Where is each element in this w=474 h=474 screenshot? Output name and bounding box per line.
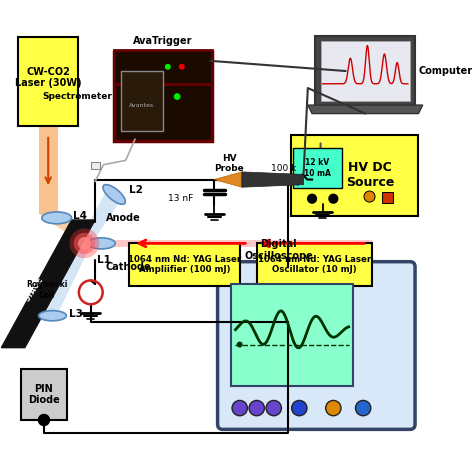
FancyBboxPatch shape xyxy=(320,41,410,101)
Bar xyxy=(293,147,342,188)
Text: 13 nF: 13 nF xyxy=(168,194,193,203)
Text: Cathode: Cathode xyxy=(106,262,151,272)
Text: L1: L1 xyxy=(97,255,110,265)
Circle shape xyxy=(292,401,307,416)
Ellipse shape xyxy=(74,233,95,254)
Circle shape xyxy=(266,401,282,416)
FancyBboxPatch shape xyxy=(120,71,163,131)
Polygon shape xyxy=(46,247,90,311)
Circle shape xyxy=(179,64,185,70)
Text: HV DC
Source: HV DC Source xyxy=(346,161,394,189)
Text: Anode: Anode xyxy=(106,213,140,223)
Text: L4: L4 xyxy=(73,211,87,221)
Circle shape xyxy=(326,401,341,416)
Text: L2: L2 xyxy=(128,185,142,195)
Bar xyxy=(383,192,393,203)
Text: HV
Probe: HV Probe xyxy=(214,154,244,173)
Bar xyxy=(129,243,240,286)
Text: 1064 nm Nd: YAG Laser
Ampliifier (100 mJ): 1064 nm Nd: YAG Laser Ampliifier (100 mJ… xyxy=(128,255,241,274)
Polygon shape xyxy=(80,188,120,247)
Bar xyxy=(20,369,67,420)
Text: 1064 nm Nd: YAG Laser
Oscillator (10 mJ): 1064 nm Nd: YAG Laser Oscillator (10 mJ) xyxy=(257,255,371,274)
Text: CW-CO2
Laser (30W): CW-CO2 Laser (30W) xyxy=(15,67,82,88)
FancyBboxPatch shape xyxy=(315,36,416,106)
Bar xyxy=(91,162,100,169)
Circle shape xyxy=(307,193,317,204)
Polygon shape xyxy=(242,172,303,187)
Circle shape xyxy=(174,93,181,100)
Circle shape xyxy=(165,64,171,70)
Ellipse shape xyxy=(42,212,72,224)
Circle shape xyxy=(356,401,371,416)
Text: Spectrometer: Spectrometer xyxy=(42,92,112,101)
Text: 12 kV
10 mA: 12 kV 10 mA xyxy=(304,158,331,178)
Polygon shape xyxy=(308,105,423,114)
Bar xyxy=(18,37,78,127)
Circle shape xyxy=(328,193,338,204)
Ellipse shape xyxy=(78,237,91,250)
Ellipse shape xyxy=(38,310,66,321)
FancyBboxPatch shape xyxy=(114,50,212,84)
Text: 100 k: 100 k xyxy=(271,164,296,173)
Circle shape xyxy=(38,414,49,426)
Bar xyxy=(291,135,419,216)
Text: PIN
Diode: PIN Diode xyxy=(28,383,60,405)
Ellipse shape xyxy=(103,184,125,204)
Text: XY
STAGE: XY STAGE xyxy=(13,269,45,303)
Circle shape xyxy=(249,401,264,416)
FancyBboxPatch shape xyxy=(231,283,353,386)
Text: L3: L3 xyxy=(69,309,83,319)
Text: Rogowski
Coil: Rogowski Coil xyxy=(26,281,67,300)
Polygon shape xyxy=(39,214,91,241)
Polygon shape xyxy=(214,172,242,187)
Bar xyxy=(257,243,372,286)
Polygon shape xyxy=(108,240,372,247)
Polygon shape xyxy=(1,220,95,347)
Circle shape xyxy=(237,342,243,347)
Text: Avantes: Avantes xyxy=(129,102,154,108)
Text: AvaTrigger: AvaTrigger xyxy=(133,36,193,46)
Text: Computer: Computer xyxy=(419,66,473,76)
FancyBboxPatch shape xyxy=(114,52,212,141)
Ellipse shape xyxy=(70,228,99,258)
Circle shape xyxy=(364,191,375,202)
FancyBboxPatch shape xyxy=(218,262,415,429)
Text: Digital
Oscilloscope: Digital Oscilloscope xyxy=(245,239,313,261)
Ellipse shape xyxy=(88,238,115,249)
Polygon shape xyxy=(39,127,57,214)
Circle shape xyxy=(232,401,247,416)
